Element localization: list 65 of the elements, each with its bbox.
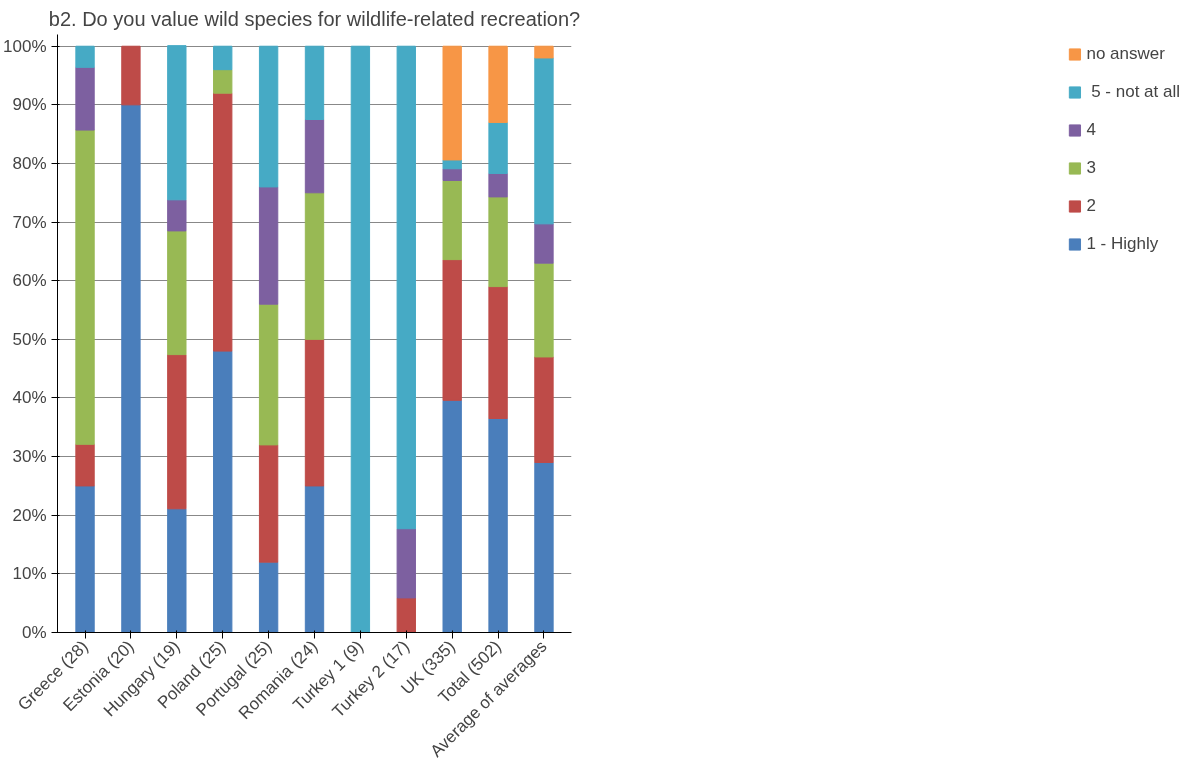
bar — [534, 461, 554, 633]
bar — [304, 485, 325, 633]
y-tick-label: 30% — [12, 447, 47, 467]
y-tick-label: 50% — [12, 329, 47, 349]
chart-title: b2. Do you value wild species for wildlife-related recreation? — [48, 7, 581, 30]
bar — [258, 45, 279, 188]
bar — [75, 45, 95, 68]
bar — [167, 199, 187, 232]
bar — [488, 196, 508, 288]
bar — [121, 45, 141, 106]
bar — [213, 92, 233, 352]
bar — [213, 69, 233, 94]
y-tick-label: 10% — [12, 564, 47, 584]
bar — [167, 230, 187, 356]
legend-label: 3 — [1086, 158, 1097, 178]
bar — [304, 45, 325, 121]
bar — [488, 121, 508, 174]
bar — [442, 399, 462, 633]
bar — [213, 350, 233, 633]
bar — [534, 57, 554, 225]
bar — [75, 66, 95, 131]
y-tick-label: 80% — [12, 153, 47, 173]
bar — [350, 45, 371, 633]
bar — [396, 597, 416, 633]
bar — [304, 119, 325, 194]
y-tick-label: 70% — [12, 212, 47, 232]
y-tick-label: 40% — [12, 388, 47, 408]
bar — [442, 259, 462, 401]
y-tick-label: 60% — [12, 271, 47, 291]
bar — [258, 186, 279, 305]
legend-label: no answer — [1086, 44, 1165, 64]
bar — [396, 528, 416, 599]
bar — [442, 168, 462, 181]
bar — [258, 444, 279, 563]
bar — [121, 104, 141, 633]
bar — [304, 192, 325, 340]
bar — [167, 508, 187, 633]
y-tick-label: 90% — [12, 95, 47, 115]
bar — [534, 45, 554, 59]
bar — [534, 356, 554, 463]
bar — [258, 303, 279, 446]
bar — [396, 45, 416, 530]
bar — [534, 223, 554, 264]
bar — [488, 418, 508, 633]
bar — [75, 129, 95, 445]
legend-label: 5 - not at all — [1090, 82, 1180, 102]
bar — [167, 45, 187, 201]
y-tick-label: 0% — [21, 623, 47, 642]
bar — [534, 262, 554, 358]
bar — [75, 443, 95, 487]
bar — [442, 179, 462, 261]
bar — [442, 45, 462, 161]
bar — [488, 172, 508, 198]
bar — [258, 561, 279, 633]
bar — [488, 286, 508, 420]
legend-label: 1 - Highly — [1086, 234, 1159, 254]
bar — [167, 354, 187, 510]
bar — [213, 45, 233, 71]
bar — [75, 485, 95, 633]
y-tick-label: 20% — [12, 505, 47, 525]
bar — [304, 338, 325, 487]
legend-label: 2 — [1086, 196, 1097, 216]
bar — [488, 45, 508, 123]
y-tick-label: 100% — [3, 36, 47, 56]
legend-label: 4 — [1086, 120, 1097, 140]
